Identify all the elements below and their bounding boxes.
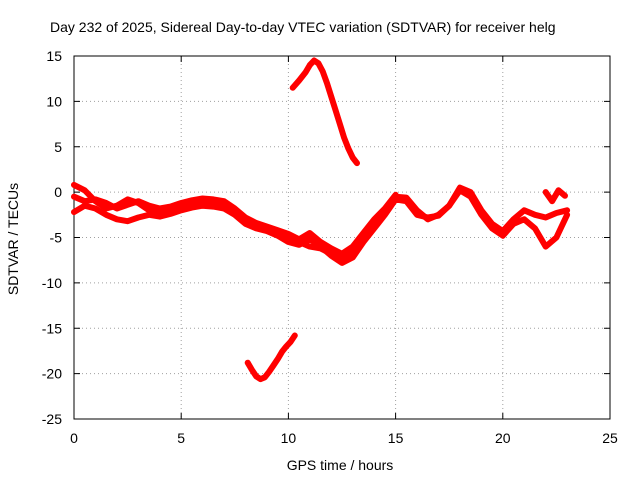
x-axis-label: GPS time / hours: [287, 457, 394, 473]
series-track-c: [71, 191, 399, 257]
x-tick-label: 25: [602, 430, 618, 446]
y-tick-label: 0: [54, 184, 62, 200]
series-layer: [71, 57, 571, 383]
series-track-d: [542, 187, 568, 205]
x-tick-label: 0: [70, 430, 78, 446]
y-tick-label: 10: [46, 93, 62, 109]
axis-ticks: 0 5 10 15 20 25 -25 -20 -15 -10 -5 0 5 10 15: [42, 48, 618, 446]
series-track-b: [71, 187, 571, 266]
grid: [74, 56, 610, 419]
x-tick-label: 10: [281, 430, 297, 446]
y-tick-label: -5: [50, 230, 63, 246]
series-track-e: [289, 57, 360, 167]
y-tick-label: 15: [46, 48, 62, 64]
series-track-f: [244, 332, 298, 383]
x-tick-label: 15: [388, 430, 404, 446]
y-tick-label: -25: [42, 411, 62, 427]
y-tick-label: -20: [42, 366, 62, 382]
x-tick-label: 5: [177, 430, 185, 446]
y-tick-label: -15: [42, 320, 62, 336]
y-tick-label: 5: [54, 139, 62, 155]
chart-title: Day 232 of 2025, Sidereal Day-to-day VTE…: [50, 19, 556, 35]
y-axis-label: SDTVAR / TECUs: [5, 183, 21, 295]
x-tick-label: 20: [495, 430, 511, 446]
y-tick-label: -10: [42, 275, 62, 291]
